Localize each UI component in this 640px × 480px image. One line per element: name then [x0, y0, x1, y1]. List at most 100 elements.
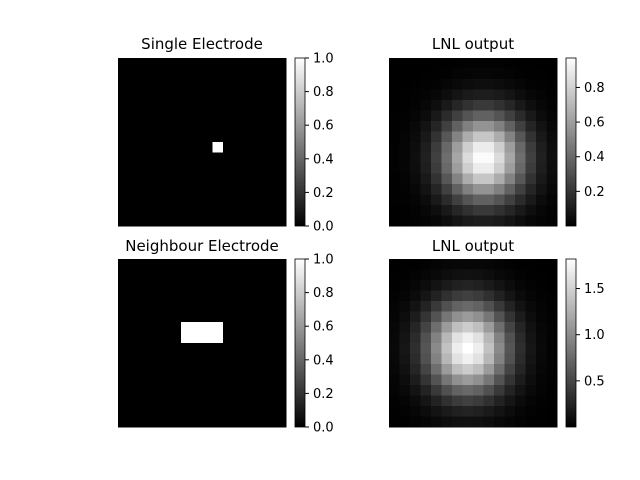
- heatmap-cell: [546, 385, 558, 396]
- heatmap-cell: [139, 110, 150, 122]
- heatmap-cell: [441, 395, 453, 407]
- heatmap-cell: [149, 322, 161, 333]
- heatmap-cell: [212, 406, 224, 417]
- heatmap-cell: [275, 205, 287, 216]
- heatmap-cell: [452, 332, 463, 344]
- heatmap-cell: [212, 374, 224, 386]
- heatmap-cell: [504, 269, 516, 281]
- heatmap-cell: [160, 374, 171, 386]
- heatmap-single-electrode: [118, 58, 287, 227]
- heatmap-cell: [410, 280, 421, 291]
- heatmap-cell: [265, 343, 276, 354]
- heatmap-cell: [410, 416, 421, 428]
- heatmap-cell: [149, 406, 161, 417]
- heatmap-cell: [441, 280, 453, 291]
- heatmap-cell: [389, 395, 400, 407]
- heatmap-cell: [431, 68, 442, 80]
- heatmap-cell: [265, 142, 276, 153]
- heatmap-cell: [233, 194, 245, 206]
- heatmap-cell: [223, 89, 234, 101]
- heatmap-cell: [275, 110, 287, 122]
- heatmap-cell: [244, 131, 255, 143]
- heatmap-cell: [420, 290, 432, 302]
- heatmap-cell: [202, 395, 213, 407]
- heatmap-cell: [149, 100, 161, 111]
- heatmap-cell: [504, 110, 516, 122]
- heatmap-cell: [212, 332, 224, 344]
- heatmap-cell: [170, 205, 182, 216]
- heatmap-cell: [441, 332, 453, 344]
- heatmap-cell: [441, 89, 453, 101]
- heatmap-cell: [515, 385, 526, 396]
- heatmap-cell: [473, 142, 484, 153]
- heatmap-cell: [233, 290, 245, 302]
- heatmap-cell: [452, 79, 463, 90]
- heatmap-cell: [275, 269, 287, 281]
- heatmap-cell: [452, 343, 463, 354]
- heatmap-cell: [452, 364, 463, 375]
- heatmap-cell: [160, 163, 171, 174]
- heatmap-cell: [139, 374, 150, 386]
- heatmap-cell: [212, 152, 224, 164]
- heatmap-cell: [191, 58, 203, 69]
- heatmap-cell: [536, 395, 547, 407]
- heatmap-cell: [494, 406, 505, 417]
- heatmap-cell: [525, 215, 537, 227]
- panel-title-lnl-output-bottom: LNL output: [432, 237, 514, 255]
- heatmap-cell: [191, 184, 203, 195]
- heatmap-cell: [525, 406, 537, 417]
- heatmap-cell: [244, 395, 255, 407]
- heatmap-cell: [212, 79, 224, 90]
- heatmap-cell: [244, 79, 255, 90]
- heatmap-cell: [233, 416, 245, 428]
- heatmap-cell: [128, 215, 140, 227]
- heatmap-cell: [399, 269, 411, 281]
- heatmap-cell: [441, 353, 453, 365]
- heatmap-cell: [536, 121, 547, 132]
- heatmap-cell: [431, 311, 442, 323]
- heatmap-cell: [275, 58, 287, 69]
- heatmap-cell: [431, 142, 442, 153]
- heatmap-cell: [483, 343, 495, 354]
- heatmap-cell: [462, 343, 474, 354]
- heatmap-cell: [525, 322, 537, 333]
- heatmap-cell: [202, 406, 213, 417]
- heatmap-cell: [202, 259, 213, 270]
- heatmap-cell: [223, 280, 234, 291]
- heatmap-cell: [149, 68, 161, 80]
- heatmap-cell: [191, 364, 203, 375]
- heatmap-cell: [515, 280, 526, 291]
- heatmap-cell: [170, 89, 182, 101]
- heatmap-cell: [212, 131, 224, 143]
- heatmap-cell: [399, 343, 411, 354]
- heatmap-cell: [118, 205, 129, 216]
- heatmap-cell: [223, 406, 234, 417]
- heatmap-cell: [149, 58, 161, 69]
- heatmap-cell: [515, 332, 526, 344]
- heatmap-cell: [118, 311, 129, 323]
- heatmap-cell: [233, 322, 245, 333]
- heatmap-cell: [191, 142, 203, 153]
- heatmap-cell: [191, 406, 203, 417]
- heatmap-cell: [275, 322, 287, 333]
- heatmap-cell: [202, 364, 213, 375]
- heatmap-cell: [244, 311, 255, 323]
- colorbar-tick-label: 1.0: [313, 253, 334, 268]
- heatmap-cell: [462, 311, 474, 323]
- heatmap-cell: [431, 332, 442, 344]
- heatmap-cell: [223, 259, 234, 270]
- heatmap-cell: [212, 269, 224, 281]
- heatmap-cell: [389, 110, 400, 122]
- heatmap-cell: [128, 131, 140, 143]
- heatmap-cell: [118, 131, 129, 143]
- heatmap-cell: [420, 152, 432, 164]
- heatmap-cell: [494, 131, 505, 143]
- heatmap-cell: [525, 280, 537, 291]
- heatmap-cell: [546, 142, 558, 153]
- heatmap-cell: [149, 343, 161, 354]
- panel-title-neighbour-electrode: Neighbour Electrode: [125, 237, 279, 255]
- heatmap-cell: [265, 374, 276, 386]
- heatmap-cell: [160, 269, 171, 281]
- heatmap-cell: [139, 163, 150, 174]
- heatmap-cell: [233, 173, 245, 185]
